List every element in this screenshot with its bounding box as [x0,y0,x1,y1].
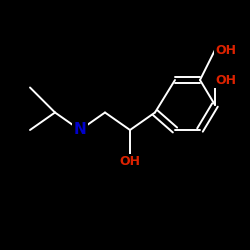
Text: OH: OH [120,155,141,168]
Text: N: N [74,122,86,138]
Text: OH: OH [215,44,236,57]
Text: OH: OH [215,74,236,86]
